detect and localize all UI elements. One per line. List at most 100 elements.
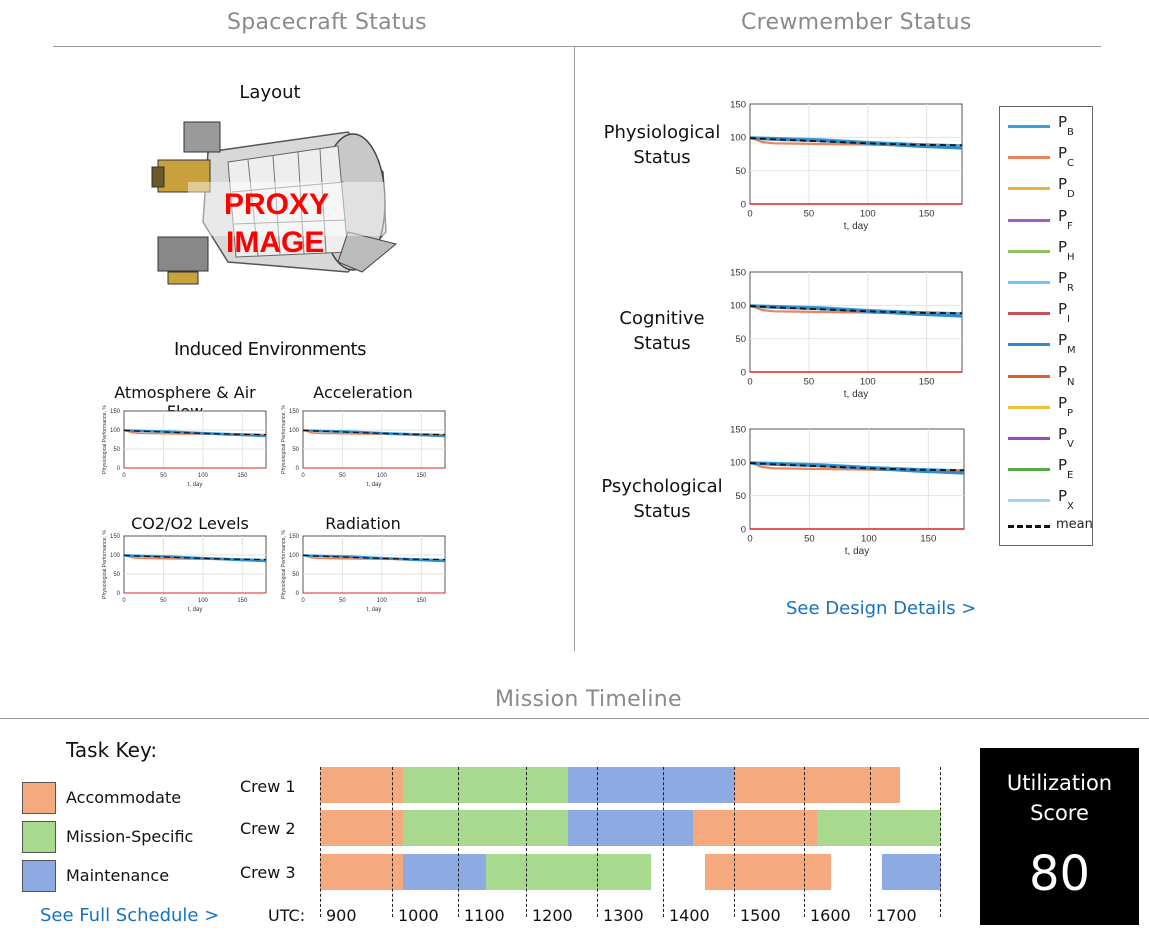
performance-legend: PB PC PD PF PH PR PI PM PN PP PV PE PX mean [999, 106, 1093, 546]
task-bar-accommodate[interactable] [734, 767, 900, 803]
legend-label-subscript: N [1067, 376, 1075, 388]
legend-item: PV [1006, 423, 1090, 453]
legend-label-base: P [1058, 300, 1068, 319]
legend-label-base: P [1058, 425, 1068, 443]
plot-frame [749, 428, 965, 530]
legend-item: PX [1006, 485, 1090, 515]
legend-item: PF [1006, 205, 1090, 235]
plot-frame [749, 271, 963, 373]
y-tick-label: 150 [110, 409, 121, 415]
legend-label-base: P [1058, 487, 1068, 506]
utilization-title-line1: Utilization [1006, 771, 1113, 795]
hour-gridline [870, 767, 871, 917]
utc-hour-label: 1000 [398, 906, 439, 925]
proxy-text-line2: IMAGE [226, 226, 324, 259]
utilization-title-line2: Score [1030, 801, 1089, 825]
mission-specific-swatch [22, 821, 56, 853]
task-bar-mission-specific[interactable] [816, 810, 941, 846]
task-bar-maintenance[interactable] [402, 854, 486, 890]
utc-hour-label: 1600 [810, 906, 851, 925]
env-title-co2o2: CO2/O2 Levels [131, 514, 249, 533]
legend-label-subscript: C [1067, 158, 1075, 170]
plot-frame [123, 535, 267, 594]
see-full-schedule-link[interactable]: See Full Schedule > [40, 905, 220, 926]
x-tick-label: 50 [339, 473, 346, 479]
task-bar-mission-specific[interactable] [402, 767, 569, 803]
chart-svg: 150 100 50 00 50 100 150 t, day [730, 424, 965, 557]
x-axis-label: t, day [188, 482, 203, 488]
task-bar-accommodate[interactable] [320, 767, 403, 803]
x-tick-label: 100 [198, 473, 209, 479]
see-design-details-link[interactable]: See Design Details > [786, 598, 977, 619]
physiological-line2: Status [633, 147, 691, 168]
utc-hour-label: 1200 [532, 906, 573, 925]
hour-gridline [320, 767, 321, 917]
task-bar-accommodate[interactable] [705, 854, 831, 890]
x-tick-label: 0 [122, 473, 126, 479]
mission-specific-label: Mission-Specific [66, 827, 194, 846]
crew-1-label: Crew 1 [240, 777, 296, 796]
x-axis-label: t, day [844, 221, 868, 232]
y-tick-label: 50 [113, 572, 120, 578]
y-tick-label: 50 [113, 447, 120, 453]
y-tick-label: 150 [289, 534, 300, 540]
legend-swatch [1008, 249, 1050, 253]
task-bar-maintenance[interactable] [568, 810, 693, 846]
y-tick-label: 50 [735, 334, 746, 345]
y-tick-label: 150 [730, 267, 746, 278]
legend-item: PB [1006, 111, 1090, 141]
x-tick-label: 100 [861, 534, 877, 545]
task-bar-accommodate[interactable] [692, 810, 817, 846]
x-tick-label: 0 [122, 598, 126, 604]
hour-gridline [458, 767, 459, 917]
task-bar-accommodate[interactable] [320, 810, 403, 846]
legend-label: PN [1058, 362, 1075, 388]
x-axis-label: t, day [367, 607, 382, 613]
hour-gridline [804, 767, 805, 917]
spacecraft-proxy-image: PROXY IMAGE [148, 112, 398, 288]
y-tick-label: 100 [289, 428, 300, 434]
x-tick-label: 150 [416, 473, 427, 479]
legend-swatch [1008, 468, 1050, 472]
task-bar-maintenance[interactable] [882, 854, 941, 890]
legend-label: PC [1058, 144, 1074, 169]
legend-label-mean: mean [1056, 516, 1093, 532]
legend-item: PM [1006, 329, 1090, 359]
legend-label-base: P [1058, 113, 1068, 131]
utc-prefix: UTC: [268, 906, 306, 925]
spacecraft-illustration: PROXY IMAGE [151, 121, 398, 285]
legend-label-base: P [1058, 206, 1068, 225]
task-bar-mission-specific[interactable] [402, 810, 569, 846]
series-line-mean [749, 462, 965, 472]
y-tick-label: 100 [110, 553, 121, 559]
legend-swatch [1008, 218, 1050, 222]
legend-label-base: P [1058, 362, 1068, 381]
x-axis-label: t, day [188, 607, 203, 613]
plot-frame [302, 535, 446, 594]
psychological-status-label: Psychological Status [596, 474, 728, 524]
plot-frame [123, 410, 267, 469]
psychological-line1: Psychological [601, 476, 723, 497]
y-tick-label: 0 [741, 524, 746, 535]
legend-label-base: P [1058, 144, 1068, 163]
hour-gridline [392, 767, 393, 917]
legend-item: PI [1006, 298, 1090, 328]
proxy-text-line1: PROXY [224, 188, 329, 221]
x-tick-label: 100 [198, 598, 209, 604]
task-bar-mission-specific[interactable] [485, 854, 652, 890]
x-tick-label: 100 [860, 209, 876, 220]
legend-label-subscript: B [1067, 127, 1074, 138]
series-line-mean [123, 429, 267, 436]
y-tick-label: 0 [296, 591, 300, 597]
chart-svg: 150 100 50 00 50 100 150 t, day [730, 267, 963, 400]
y-tick-label: 100 [730, 133, 746, 144]
task-bar-accommodate[interactable] [320, 854, 403, 890]
y-tick-label: 0 [741, 367, 746, 378]
x-tick-label: 100 [377, 598, 388, 604]
legend-label: PM [1058, 331, 1076, 356]
y-tick-label: 100 [289, 553, 300, 559]
x-tick-label: 150 [919, 377, 935, 388]
x-tick-label: 100 [377, 473, 388, 479]
legend-label-subscript: I [1067, 314, 1070, 326]
task-bar-maintenance[interactable] [568, 767, 734, 803]
